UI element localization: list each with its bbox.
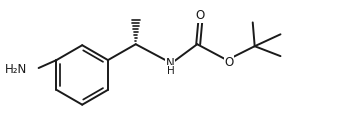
Text: N: N [166, 57, 175, 70]
Text: O: O [224, 56, 234, 69]
Text: H: H [167, 66, 174, 76]
Text: O: O [196, 9, 205, 22]
Text: H₂N: H₂N [4, 62, 27, 75]
